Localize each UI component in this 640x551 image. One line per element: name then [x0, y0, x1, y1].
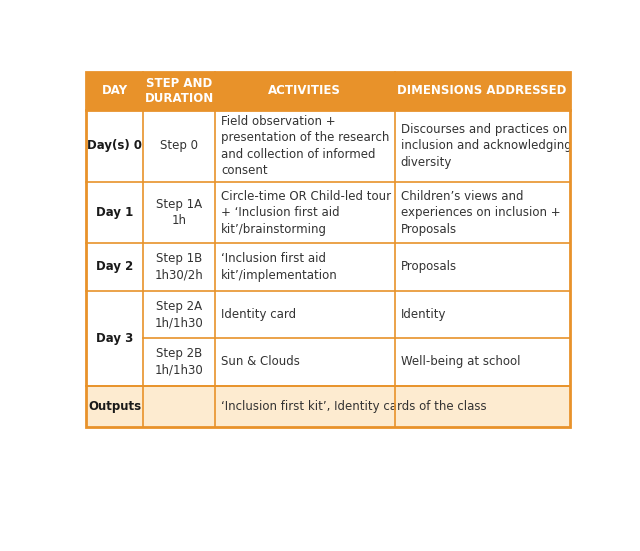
Text: Step 2B
1h/1h30: Step 2B 1h/1h30	[155, 347, 204, 377]
Text: STEP AND
DURATION: STEP AND DURATION	[145, 77, 214, 105]
Bar	[86, 243, 570, 290]
Text: Circle-time OR Child-led tour
+ ‘Inclusion first aid
kit’/brainstorming: Circle-time OR Child-led tour + ‘Inclusi…	[221, 190, 391, 235]
Bar	[86, 72, 570, 110]
Text: Children’s views and
experiences on inclusion +
Proposals: Children’s views and experiences on incl…	[401, 190, 560, 235]
Text: Step 2A
1h/1h30: Step 2A 1h/1h30	[155, 300, 204, 329]
Text: Outputs: Outputs	[88, 400, 141, 413]
Bar	[86, 110, 570, 182]
Text: Field observation +
presentation of the research
and collection of informed
cons: Field observation + presentation of the …	[221, 115, 389, 177]
Text: Day 3: Day 3	[97, 332, 134, 345]
Text: Sun & Clouds: Sun & Clouds	[221, 355, 300, 369]
Bar	[86, 72, 570, 427]
Text: Step 0: Step 0	[160, 139, 198, 152]
Text: Day 1: Day 1	[97, 206, 134, 219]
Bar	[86, 182, 570, 243]
Text: ‘Inclusion first aid
kit’/implementation: ‘Inclusion first aid kit’/implementation	[221, 252, 338, 282]
Text: ACTIVITIES: ACTIVITIES	[268, 84, 341, 97]
Text: ‘Inclusion first kit’, Identity cards of the class: ‘Inclusion first kit’, Identity cards of…	[221, 400, 486, 413]
Text: Discourses and practices on
inclusion and acknowledging
diversity: Discourses and practices on inclusion an…	[401, 123, 572, 169]
Text: Step 1A
1h: Step 1A 1h	[156, 198, 202, 228]
Bar	[86, 338, 570, 386]
Text: DAY: DAY	[102, 84, 128, 97]
Text: Proposals: Proposals	[401, 261, 457, 273]
Text: Day(s) 0: Day(s) 0	[88, 139, 143, 152]
Bar	[86, 386, 570, 427]
Text: Identity card: Identity card	[221, 308, 296, 321]
Text: Identity: Identity	[401, 308, 446, 321]
Text: Day 2: Day 2	[97, 261, 134, 273]
Text: Well-being at school: Well-being at school	[401, 355, 520, 369]
Text: DIMENSIONS ADDRESSED: DIMENSIONS ADDRESSED	[397, 84, 567, 97]
Text: Step 1B
1h30/2h: Step 1B 1h30/2h	[155, 252, 204, 282]
Bar	[86, 290, 570, 338]
